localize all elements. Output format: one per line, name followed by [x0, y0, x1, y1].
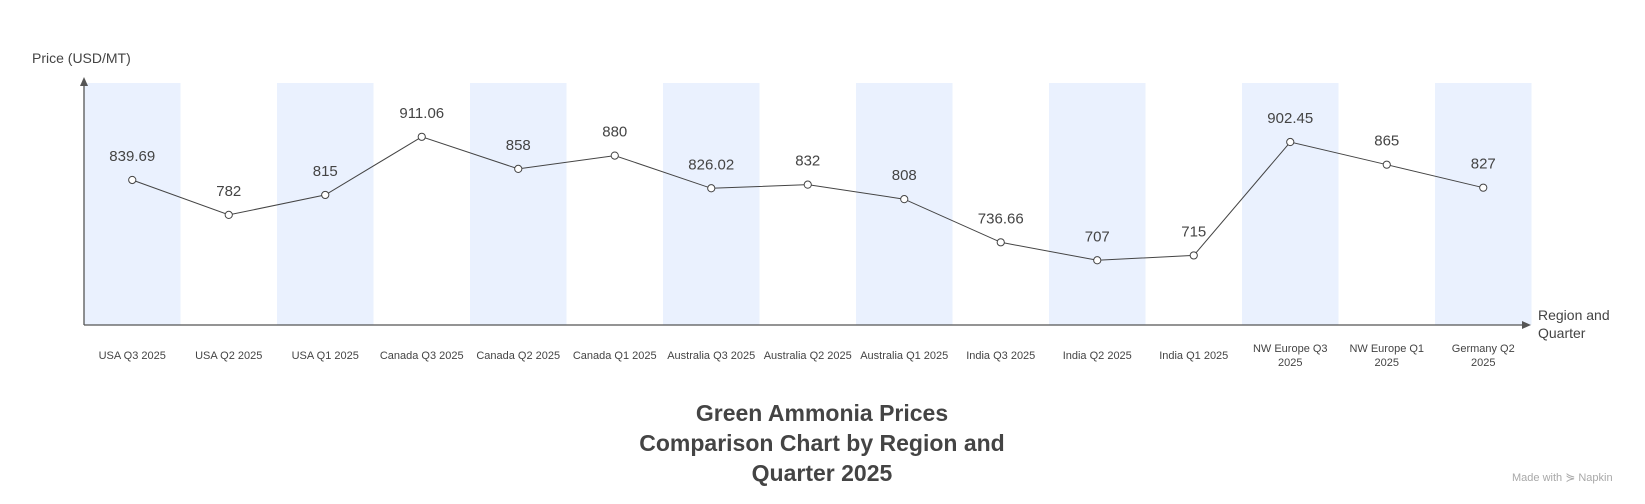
column-band: [1435, 83, 1532, 325]
data-point: [707, 184, 716, 193]
x-tick-label: USA Q2 2025: [195, 350, 262, 362]
data-label: 826.02: [688, 156, 734, 173]
watermark-brand: Napkin: [1578, 472, 1613, 484]
x-axis-label: Region and Quarter: [1538, 306, 1638, 342]
x-tick-label: 2025: [1375, 357, 1399, 369]
x-tick-label: Australia Q1 2025: [860, 350, 948, 362]
x-tick-label: Australia Q2 2025: [764, 350, 852, 362]
x-tick-label: 2025: [1471, 357, 1495, 369]
data-label: 832: [795, 153, 820, 170]
x-tick-label: 2025: [1278, 357, 1302, 369]
data-point: [1189, 251, 1198, 260]
x-tick-label: USA Q1 2025: [292, 350, 359, 362]
data-point: [996, 238, 1005, 247]
data-point: [321, 190, 330, 200]
data-label: 839.69: [109, 148, 155, 165]
data-point: [417, 132, 426, 141]
x-tick-label: USA Q3 2025: [99, 350, 166, 362]
data-point: [1382, 160, 1391, 169]
watermark-prefix: Made with: [1512, 472, 1563, 484]
chart-title-line: Green Ammonia Prices: [695, 400, 949, 426]
x-tick-label: Canada Q2 2025: [476, 350, 560, 362]
y-axis-arrow: [80, 77, 88, 86]
y-axis-label: Price (USD/MT): [32, 50, 131, 66]
column-band: [1242, 83, 1339, 325]
data-label: 707: [1085, 228, 1110, 245]
watermark: Made with ⋟ Napkin: [1512, 470, 1613, 484]
x-tick-label: India Q2 2025: [1063, 350, 1132, 362]
value-labels: 839.69 782 815 911.06 858 880 826.02 832 808 736.…: [109, 105, 1495, 245]
x-axis-arrow: [1522, 321, 1531, 329]
data-point: [900, 195, 909, 204]
x-tick-label: Canada Q3 2025: [380, 350, 464, 362]
column-bands: [84, 83, 1532, 325]
price-series: [128, 132, 1488, 265]
data-label: 911.06: [399, 105, 444, 122]
data-label: 782: [216, 183, 241, 200]
data-point: [1093, 256, 1102, 265]
data-label: 736.66: [978, 210, 1024, 227]
x-tick-label: Canada Q1 2025: [573, 350, 657, 362]
data-label: 808: [892, 167, 917, 184]
column-band: [277, 83, 374, 325]
napkin-logo-icon: ⋟: [1565, 470, 1576, 484]
data-point: [224, 210, 233, 219]
x-tick-label: India Q1 2025: [1159, 350, 1228, 362]
column-band: [84, 83, 181, 325]
axes: [80, 77, 1531, 329]
chart-title-line: Comparison Chart by Region and: [639, 430, 1005, 456]
chart-title: Green Ammonia Prices Comparison Chart by…: [572, 398, 1072, 488]
x-tick-label: Australia Q3 2025: [667, 350, 755, 362]
x-tick-label: NW Europe Q1: [1349, 343, 1424, 355]
data-point: [128, 175, 137, 185]
x-tick-label: NW Europe Q3: [1253, 343, 1328, 355]
x-tick-label: Germany Q2: [1452, 343, 1515, 355]
x-axis-label-line: Quarter: [1538, 325, 1586, 341]
data-point: [610, 151, 619, 160]
data-point: [1286, 137, 1295, 147]
x-tick-label: India Q3 2025: [966, 350, 1035, 362]
data-label: 858: [506, 137, 531, 154]
data-point: [803, 180, 812, 189]
column-band: [470, 83, 567, 325]
column-band: [1049, 83, 1146, 325]
data-label: 715: [1181, 223, 1206, 240]
column-band: [856, 83, 953, 325]
data-label: 815: [313, 163, 338, 180]
data-label: 880: [602, 124, 627, 141]
x-tick-labels: USA Q3 2025 USA Q2 2025 USA Q1 2025 Canada …: [99, 343, 1515, 369]
data-label: 865: [1374, 133, 1399, 150]
data-label: 827: [1471, 156, 1496, 173]
column-band: [663, 83, 760, 325]
data-point: [514, 164, 523, 174]
x-axis-label-line: Region and: [1538, 307, 1610, 323]
data-label: 902.45: [1267, 110, 1313, 127]
chart-title-line: Quarter 2025: [751, 460, 893, 486]
data-point: [1479, 183, 1488, 192]
